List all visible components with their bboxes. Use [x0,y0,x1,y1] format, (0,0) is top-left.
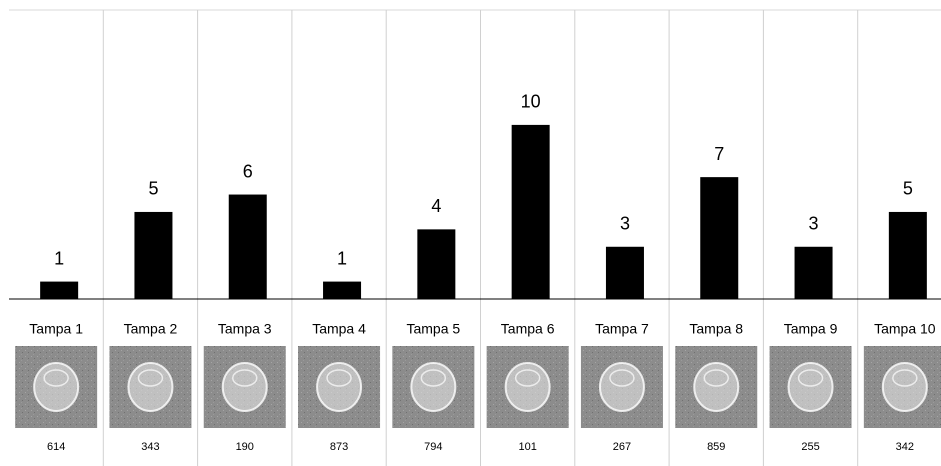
product-code: 101 [518,441,536,453]
category-label: Tampa 4 [312,321,366,337]
product-code: 255 [801,441,819,453]
product-code: 267 [613,441,631,453]
bar [40,282,78,299]
bar [512,125,550,299]
product-code: 873 [330,441,348,453]
category-label: Tampa 3 [218,321,272,337]
bar [134,212,172,299]
category-label: Tampa 8 [689,321,743,337]
value-label: 6 [243,161,253,181]
category-label: Tampa 7 [595,321,649,337]
value-label: 1 [337,248,347,268]
value-label: 7 [714,144,724,164]
bar [889,212,927,299]
product-code: 794 [424,441,442,453]
category-label: Tampa 9 [784,321,838,337]
value-label: 10 [521,92,541,112]
product-code: 342 [896,441,914,453]
product-code: 190 [236,441,254,453]
value-label: 1 [54,248,64,268]
chart: 1Tampa 16145Tampa 23436Tampa 31901Tampa … [0,0,941,466]
bar [606,247,644,299]
bar [795,247,833,299]
bar [700,177,738,299]
page: {"chart_data": {"type": "bar", "categori… [0,0,941,466]
bar [417,229,455,299]
category-label: Tampa 6 [501,321,555,337]
bar [323,282,361,299]
category-label: Tampa 10 [874,321,936,337]
product-code: 859 [707,441,725,453]
category-label: Tampa 1 [29,321,83,337]
value-label: 5 [148,179,158,199]
category-label: Tampa 2 [124,321,178,337]
bar [229,195,267,299]
product-code: 343 [141,441,159,453]
value-label: 3 [620,214,630,234]
product-code: 614 [47,441,65,453]
value-label: 3 [809,214,819,234]
value-label: 4 [431,196,441,216]
value-label: 5 [903,179,913,199]
category-label: Tampa 5 [406,321,460,337]
